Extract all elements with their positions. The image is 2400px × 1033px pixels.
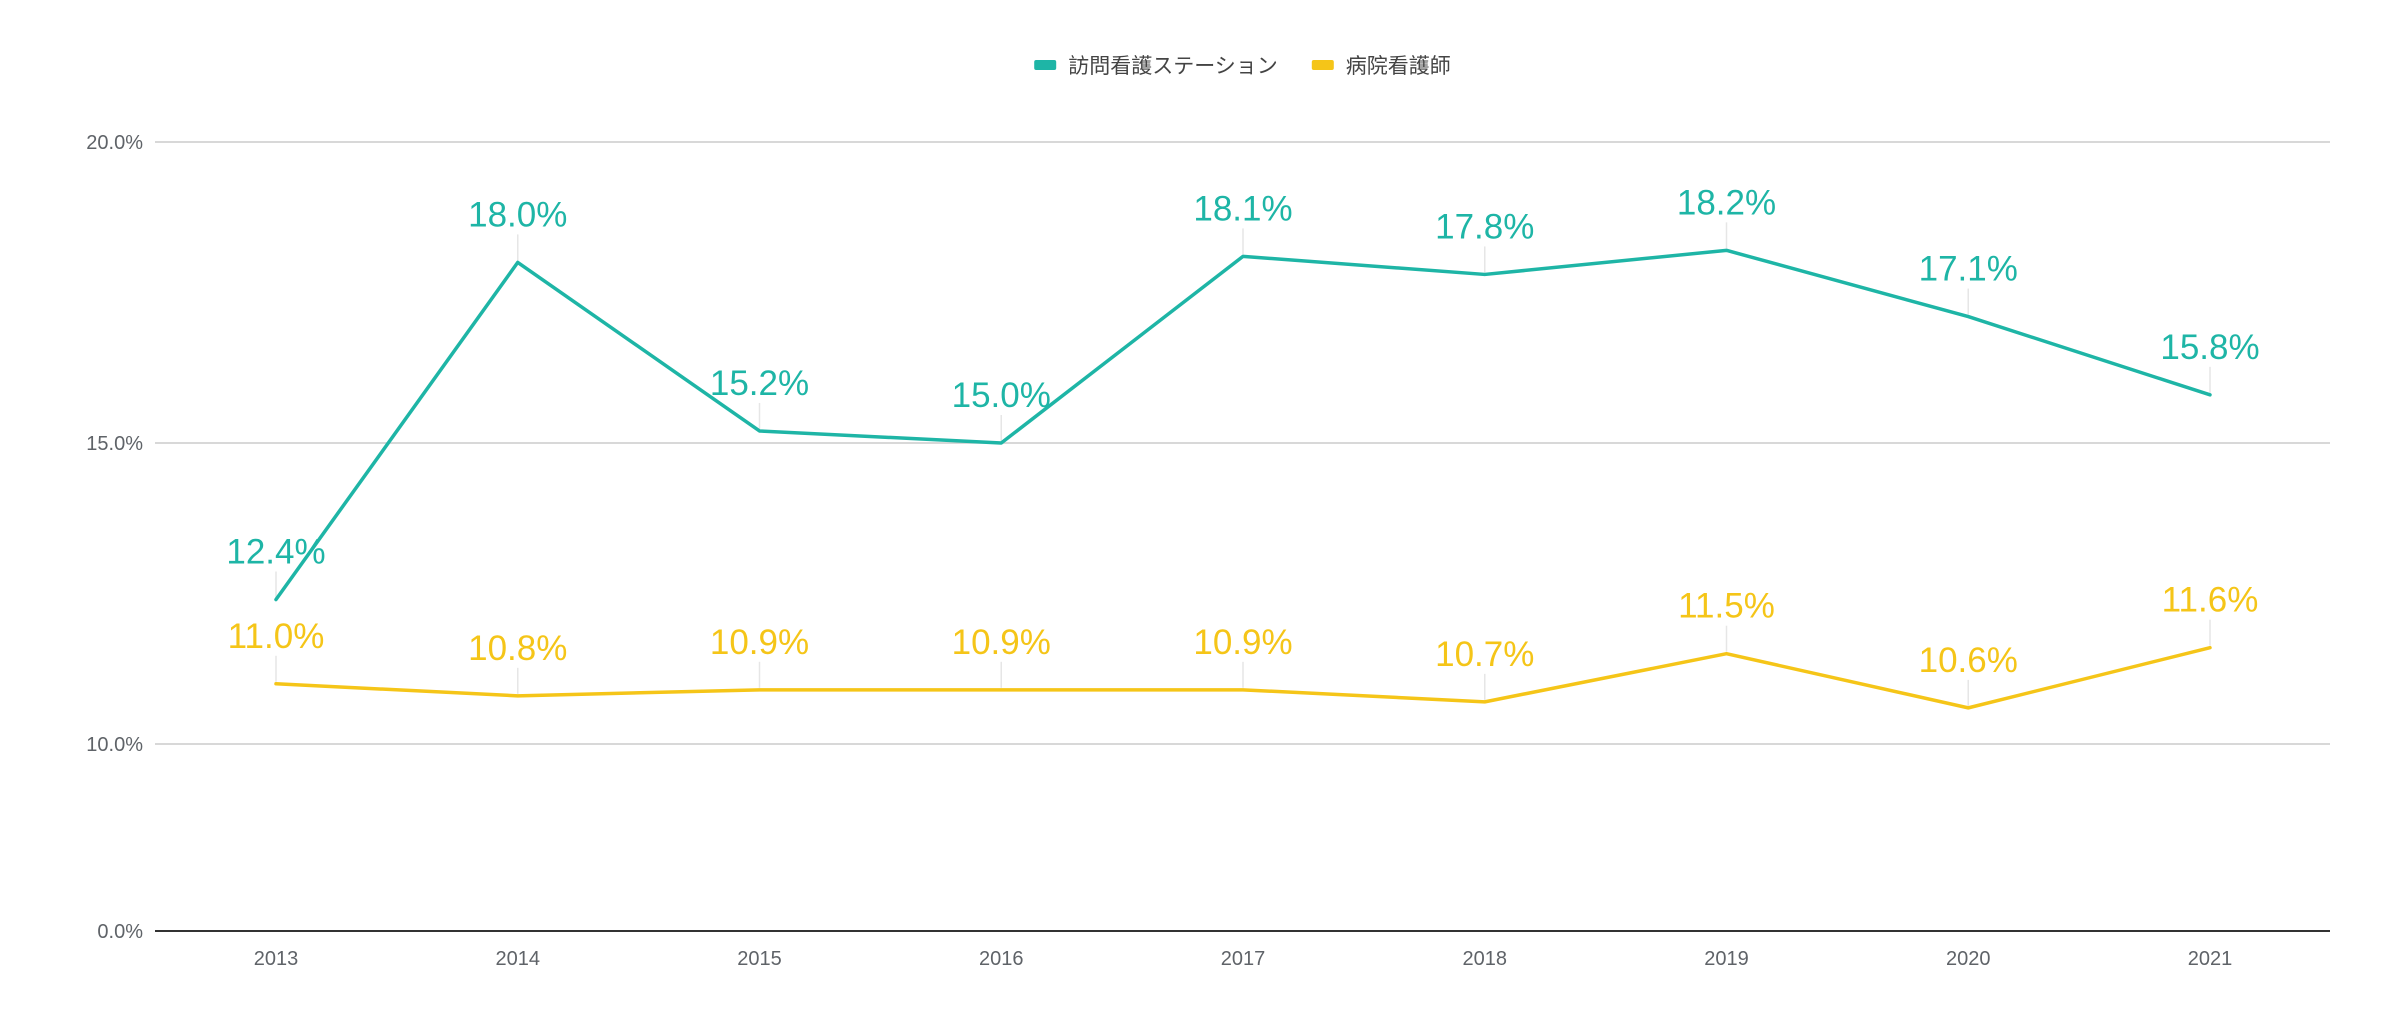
series-lines <box>274 248 2212 710</box>
data-label: 15.8% <box>2160 328 2259 367</box>
legend-item-2[interactable]: 病院看護師 <box>1311 54 1451 78</box>
data-label: 10.8% <box>468 629 567 668</box>
x-tick-label: 2020 <box>1946 948 1991 970</box>
x-axis-tick-labels: 2013 2014 2015 2016 2017 2018 2019 2020 2021 <box>254 948 2233 970</box>
data-label: 17.8% <box>1435 207 1534 246</box>
legend-item-1[interactable]: 訪問看護ステーション <box>1034 54 1278 78</box>
legend[interactable]: 訪問看護ステーション 病院看護師 <box>1034 54 1451 78</box>
data-label-leaders <box>275 222 2211 706</box>
data-labels: 12.4% 18.0% 15.2% 15.0% 18.1% 17.8% 18.2% 17.1%… <box>226 183 2259 680</box>
x-tick-label: 2017 <box>1221 948 1266 970</box>
x-tick-label: 2015 <box>737 948 782 970</box>
data-label: 18.1% <box>1193 189 1292 228</box>
series-line-2 <box>274 645 2212 710</box>
y-tick-label: 0.0% <box>97 921 143 943</box>
legend-label: 訪問看護ステーション <box>1068 54 1278 78</box>
data-label: 18.0% <box>468 195 567 234</box>
x-tick-label: 2014 <box>496 948 541 970</box>
x-tick-label: 2016 <box>979 948 1024 970</box>
data-label: 11.5% <box>1678 587 1775 626</box>
data-label: 10.6% <box>1919 641 2018 680</box>
data-label: 11.0% <box>228 617 325 656</box>
x-tick-label: 2018 <box>1463 948 1508 970</box>
legend-label: 病院看護師 <box>1346 54 1451 78</box>
y-tick-label: 20.0% <box>86 132 143 154</box>
data-label: 15.0% <box>952 376 1051 415</box>
data-label: 17.1% <box>1919 250 2018 289</box>
x-tick-label: 2021 <box>2188 948 2233 970</box>
data-label: 10.7% <box>1435 635 1534 674</box>
x-tick-label: 2013 <box>254 948 299 970</box>
y-tick-label: 15.0% <box>86 433 143 455</box>
x-tick-label: 2019 <box>1704 948 1749 970</box>
series-line-1 <box>274 248 2212 602</box>
data-label: 10.9% <box>952 623 1051 662</box>
data-label: 10.9% <box>1193 623 1292 662</box>
data-label: 11.6% <box>2162 581 2259 620</box>
y-axis-tick-labels: 0.0% 10.0% 15.0% 20.0% <box>86 132 143 943</box>
grid-lines <box>155 141 2330 932</box>
data-label: 12.4% <box>226 533 325 572</box>
data-label: 15.2% <box>710 364 809 403</box>
legend-swatch <box>1034 60 1057 70</box>
data-label: 10.9% <box>710 623 809 662</box>
legend-swatch <box>1311 60 1334 70</box>
y-tick-label: 10.0% <box>86 734 143 756</box>
data-label: 18.2% <box>1677 183 1776 222</box>
